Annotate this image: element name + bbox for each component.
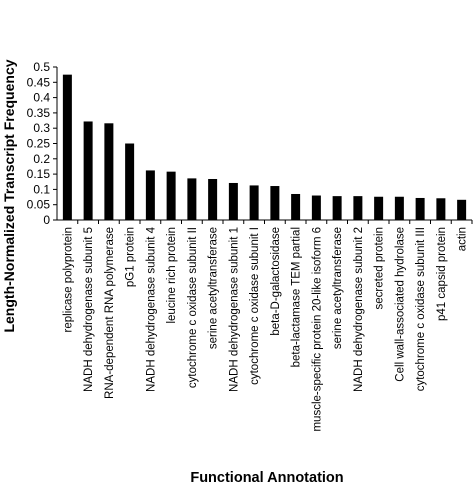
y-tick-label: 0.1: [33, 182, 50, 196]
bar: [145, 170, 155, 220]
x-tick-label: pG1 protein: [125, 227, 137, 287]
bar: [457, 199, 467, 220]
x-tick-label: NADH dehydrogenase subunit 4: [145, 226, 157, 392]
y-tick-label: 0.2: [33, 152, 50, 166]
bar: [187, 178, 197, 220]
x-tick-label: cytochrome c oxidase subunit II: [187, 227, 199, 388]
y-axis-label: Length-Normalized Transcript Frequency: [1, 59, 17, 332]
bar: [228, 182, 238, 220]
y-tick-label: 0.05: [27, 198, 51, 212]
bar: [208, 178, 218, 220]
x-tick-label: cytochrome c oxidase subunit I: [249, 227, 261, 385]
y-tick-label: 0.35: [27, 106, 51, 120]
bar: [270, 186, 280, 220]
bar: [311, 195, 321, 220]
y-tick-label: 0.3: [33, 121, 50, 135]
x-tick-label: Cell wall-associated hydrolase: [394, 227, 406, 382]
x-tick-label: NADH dehydrogenase subunit 5: [83, 227, 95, 392]
x-tick-label: NADH dehydrogenase subunit 1: [228, 227, 240, 392]
x-tick-label: p41 capsid protein: [436, 227, 448, 321]
x-tick-label: beta-D-galactosidase: [270, 227, 282, 336]
bar: [415, 197, 425, 220]
bar: [353, 196, 363, 220]
x-tick-label: actin: [457, 227, 469, 251]
x-tick-label: replicase polyprotein: [62, 227, 74, 332]
y-tick-label: 0.15: [27, 167, 51, 181]
bar: [104, 123, 114, 220]
x-tick-label: RNA-dependent RNA polymerase: [104, 227, 116, 399]
y-tick-label: 0.25: [27, 137, 51, 151]
y-tick-label: 0.4: [33, 91, 50, 105]
bar: [332, 196, 342, 220]
x-tick-label: leucine rich protein: [166, 227, 178, 324]
x-tick-label: beta-lactamase TEM partial: [291, 227, 303, 367]
x-tick-label: muscle-specific protein 20-like isoform …: [311, 227, 323, 432]
y-tick-label: 0: [43, 213, 50, 227]
bar: [291, 193, 301, 220]
bar: [125, 143, 135, 220]
y-axis: 00.05 0.10.150.20.25 0.30.350.4 0.450.5: [27, 60, 58, 227]
x-axis-label: Functional Annotation: [190, 470, 343, 486]
x-axis: replicase polyprotein NADH dehydrogenase …: [57, 219, 473, 432]
x-tick-label: cytochrome c oxidase subunit III: [415, 227, 427, 391]
bar: [436, 198, 446, 220]
bar: [62, 74, 72, 221]
bar: [83, 121, 93, 220]
bars: [62, 74, 467, 221]
bar: [166, 171, 176, 220]
x-tick-label: serine acetyltransferase: [332, 227, 344, 349]
x-tick-label: serine acetyltransferase: [208, 227, 220, 349]
bar: [394, 196, 404, 220]
y-tick-label: 0.5: [33, 60, 50, 74]
x-tick-label: secreted protein: [374, 227, 386, 309]
y-tick-label: 0.45: [27, 75, 51, 89]
x-tick-label: NADH dehydrogenase subunit 2: [353, 227, 365, 392]
bar: [249, 185, 259, 220]
bar: [374, 196, 384, 220]
